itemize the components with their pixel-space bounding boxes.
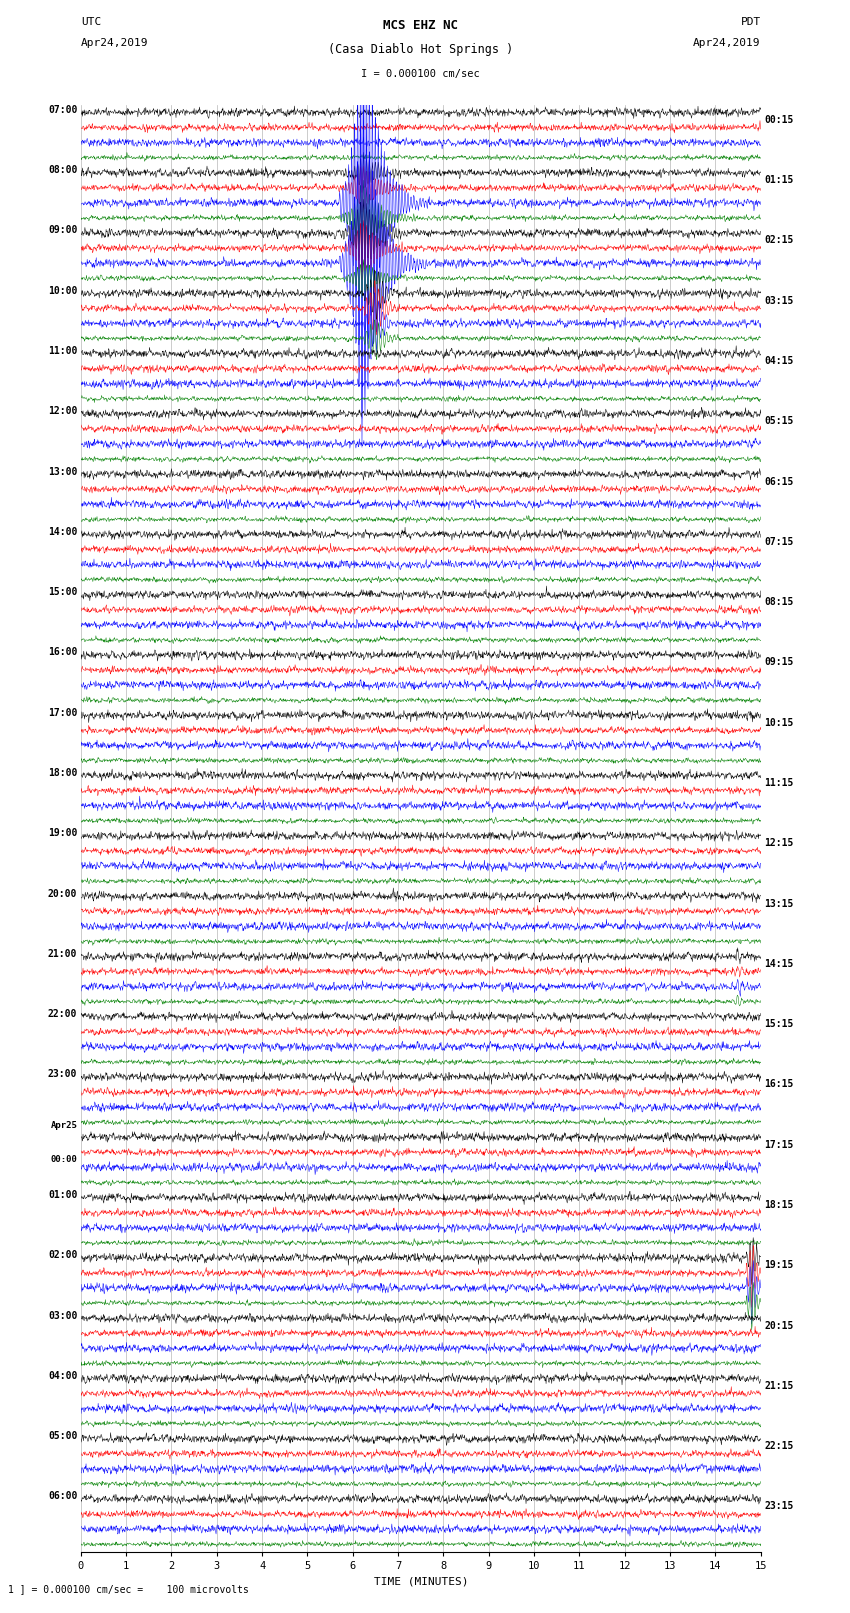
Text: Apr25: Apr25 [50,1121,77,1129]
Text: 17:15: 17:15 [764,1140,794,1150]
Text: 01:15: 01:15 [764,176,794,185]
Text: 12:00: 12:00 [48,406,77,416]
Text: 03:00: 03:00 [48,1310,77,1321]
Text: 04:00: 04:00 [48,1371,77,1381]
X-axis label: TIME (MINUTES): TIME (MINUTES) [373,1576,468,1586]
Text: MCS EHZ NC: MCS EHZ NC [383,19,458,32]
Text: 1 ] = 0.000100 cm/sec =    100 microvolts: 1 ] = 0.000100 cm/sec = 100 microvolts [8,1584,249,1594]
Text: 08:15: 08:15 [764,597,794,606]
Text: 16:15: 16:15 [764,1079,794,1089]
Text: 14:00: 14:00 [48,527,77,537]
Text: UTC: UTC [81,18,101,27]
Text: 02:15: 02:15 [764,235,794,245]
Text: 06:00: 06:00 [48,1492,77,1502]
Text: 11:00: 11:00 [48,347,77,356]
Text: 21:15: 21:15 [764,1381,794,1390]
Text: 10:00: 10:00 [48,286,77,295]
Text: 03:15: 03:15 [764,295,794,306]
Text: 07:15: 07:15 [764,537,794,547]
Text: 15:15: 15:15 [764,1019,794,1029]
Text: 20:00: 20:00 [48,889,77,898]
Text: 05:15: 05:15 [764,416,794,426]
Text: 01:00: 01:00 [48,1190,77,1200]
Text: 19:00: 19:00 [48,829,77,839]
Text: 20:15: 20:15 [764,1321,794,1331]
Text: 04:15: 04:15 [764,356,794,366]
Text: 08:00: 08:00 [48,165,77,176]
Text: 00:15: 00:15 [764,115,794,124]
Text: Apr24,2019: Apr24,2019 [694,39,761,48]
Text: 18:00: 18:00 [48,768,77,777]
Text: 23:15: 23:15 [764,1502,794,1511]
Text: 17:00: 17:00 [48,708,77,718]
Text: 21:00: 21:00 [48,948,77,958]
Text: 07:00: 07:00 [48,105,77,115]
Text: 09:15: 09:15 [764,658,794,668]
Text: 19:15: 19:15 [764,1260,794,1271]
Text: 12:15: 12:15 [764,839,794,848]
Text: I = 0.000100 cm/sec: I = 0.000100 cm/sec [361,69,480,79]
Text: 05:00: 05:00 [48,1431,77,1440]
Text: 10:15: 10:15 [764,718,794,727]
Text: 02:00: 02:00 [48,1250,77,1260]
Text: 13:15: 13:15 [764,898,794,908]
Text: 16:00: 16:00 [48,647,77,658]
Text: (Casa Diablo Hot Springs ): (Casa Diablo Hot Springs ) [328,44,513,56]
Text: PDT: PDT [740,18,761,27]
Text: 00:00: 00:00 [50,1155,77,1165]
Text: 15:00: 15:00 [48,587,77,597]
Text: 11:15: 11:15 [764,777,794,789]
Text: 22:00: 22:00 [48,1010,77,1019]
Text: 09:00: 09:00 [48,226,77,235]
Text: 06:15: 06:15 [764,476,794,487]
Text: 18:15: 18:15 [764,1200,794,1210]
Text: 22:15: 22:15 [764,1440,794,1452]
Text: 13:00: 13:00 [48,466,77,476]
Text: 23:00: 23:00 [48,1069,77,1079]
Text: Apr24,2019: Apr24,2019 [81,39,148,48]
Text: 14:15: 14:15 [764,958,794,969]
